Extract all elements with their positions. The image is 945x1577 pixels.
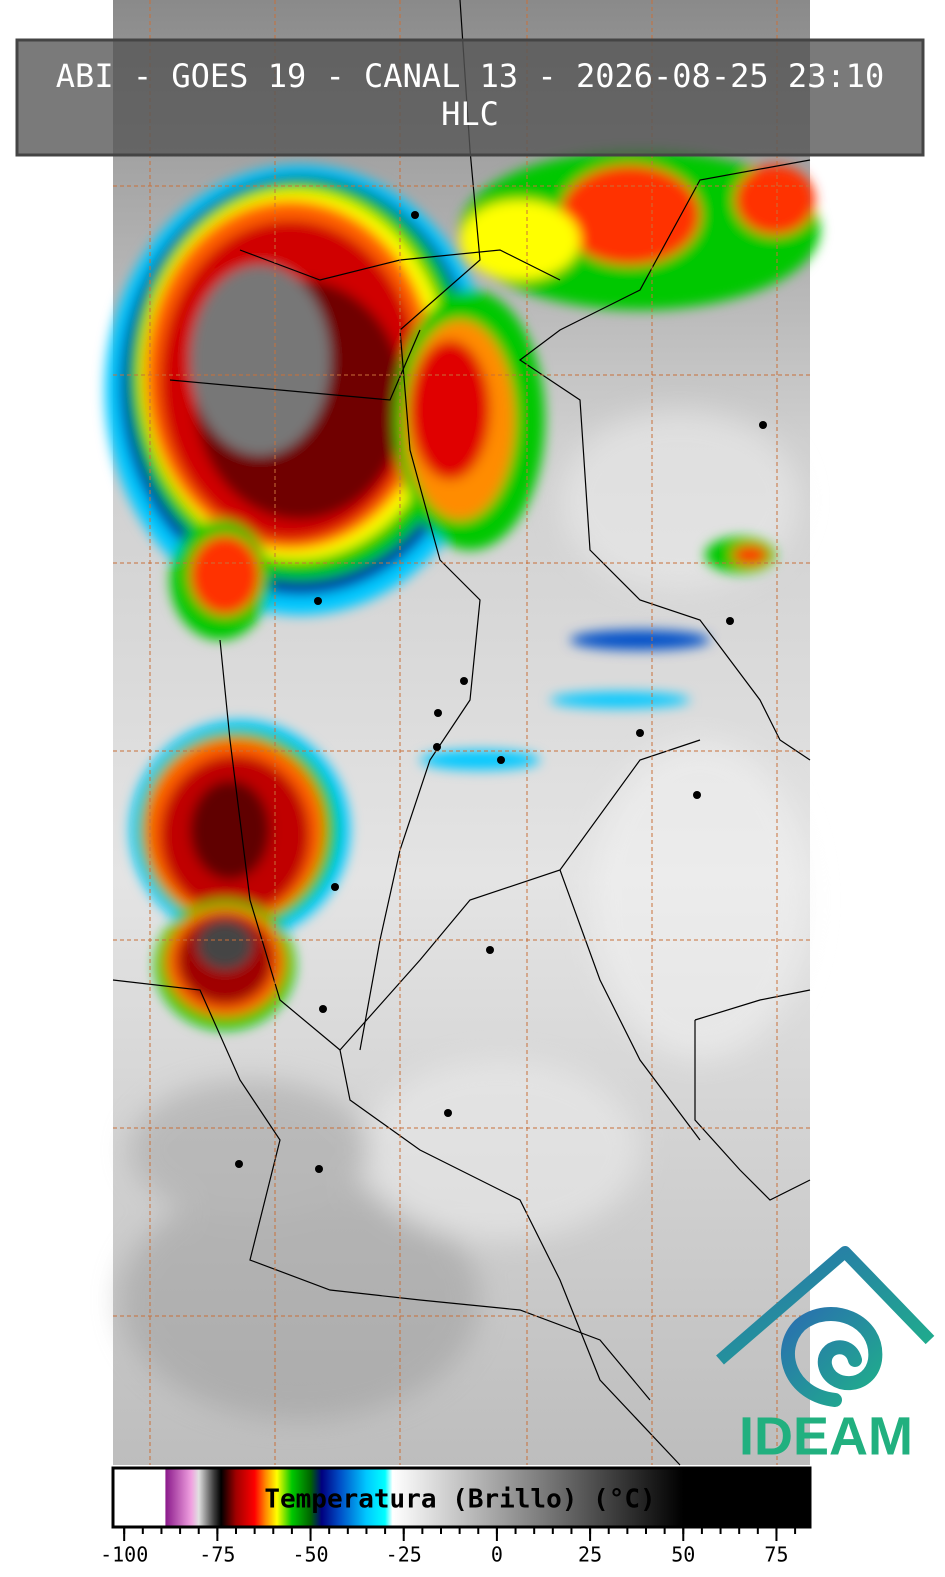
storm-south	[130, 720, 350, 1030]
tick-label: 25	[578, 1543, 602, 1567]
tick-label: 0	[491, 1543, 503, 1567]
logo-text: IDEAM	[739, 1406, 913, 1466]
logo: IDEAM	[716, 1246, 935, 1466]
colorbar-label: Temperatura (Brillo) (°C)	[264, 1485, 655, 1515]
cities	[235, 211, 767, 1173]
title: ABI - GOES 19 - CANAL 13 - 2026-08-25 23…	[56, 57, 884, 95]
subtitle: HLC	[441, 95, 499, 133]
tick-label: -50	[292, 1543, 328, 1567]
colorbar: Temperatura (Brillo) (°C) -100 -75 -50 -25 0…	[100, 1466, 812, 1567]
borders	[112, 0, 811, 1466]
tick-label: -100	[100, 1543, 148, 1567]
tick-label: 50	[671, 1543, 695, 1567]
tick-label: -25	[386, 1543, 422, 1567]
colorbar-ramp	[111, 1466, 812, 1529]
tick-label: -75	[199, 1543, 235, 1567]
graticule	[113, 0, 810, 1465]
map	[105, 0, 820, 1466]
tick-label: 75	[764, 1543, 788, 1567]
logo-swirl	[780, 1307, 883, 1407]
storm-northeast	[420, 150, 820, 770]
title-box: ABI - GOES 19 - CANAL 13 - 2026-08-25 23…	[15, 38, 925, 157]
title-background	[15, 38, 925, 157]
logo-roof	[716, 1246, 935, 1365]
